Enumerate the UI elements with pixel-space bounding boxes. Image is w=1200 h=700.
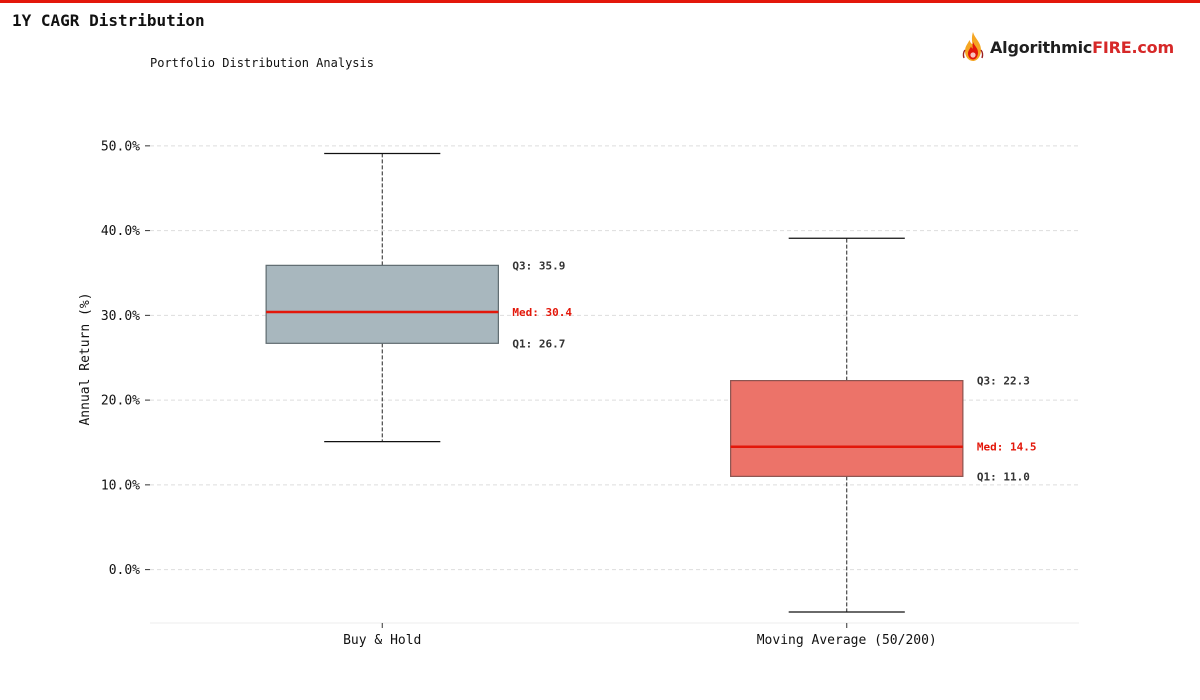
x-tick-label: Buy & Hold xyxy=(343,633,421,648)
logo-text: AlgorithmicFIRE.com xyxy=(990,38,1174,57)
median-label: Med: 30.4 xyxy=(512,306,572,319)
x-tick-label: Moving Average (50/200) xyxy=(757,633,937,648)
logo-text-dark: Algorithmic xyxy=(990,37,1093,57)
iqr-box xyxy=(730,380,964,477)
iqr-box xyxy=(265,264,499,344)
q1-label: Q1: 26.7 xyxy=(512,337,565,350)
q1-label: Q1: 11.0 xyxy=(977,470,1030,483)
chart-subtitle: Portfolio Distribution Analysis xyxy=(150,56,374,70)
y-tick-label: 50.0% xyxy=(101,139,140,154)
q3-label: Q3: 22.3 xyxy=(977,375,1030,388)
flame-icon xyxy=(962,32,984,61)
y-tick-label: 10.0% xyxy=(101,478,140,493)
y-tick-label: 20.0% xyxy=(101,394,140,409)
median-label: Med: 14.5 xyxy=(977,441,1037,454)
q3-label: Q3: 35.9 xyxy=(512,259,565,272)
y-tick-label: 40.0% xyxy=(101,224,140,239)
y-axis-title: Annual Return (%) xyxy=(78,292,93,425)
y-tick-label: 30.0% xyxy=(101,309,140,324)
logo-text-red: FIRE.com xyxy=(1092,37,1174,57)
y-tick-label: 0.0% xyxy=(109,563,140,578)
brand-logo: AlgorithmicFIRE.com xyxy=(960,31,1174,63)
accent-top-bar xyxy=(0,0,1200,3)
page-title: 1Y CAGR Distribution xyxy=(12,11,205,30)
